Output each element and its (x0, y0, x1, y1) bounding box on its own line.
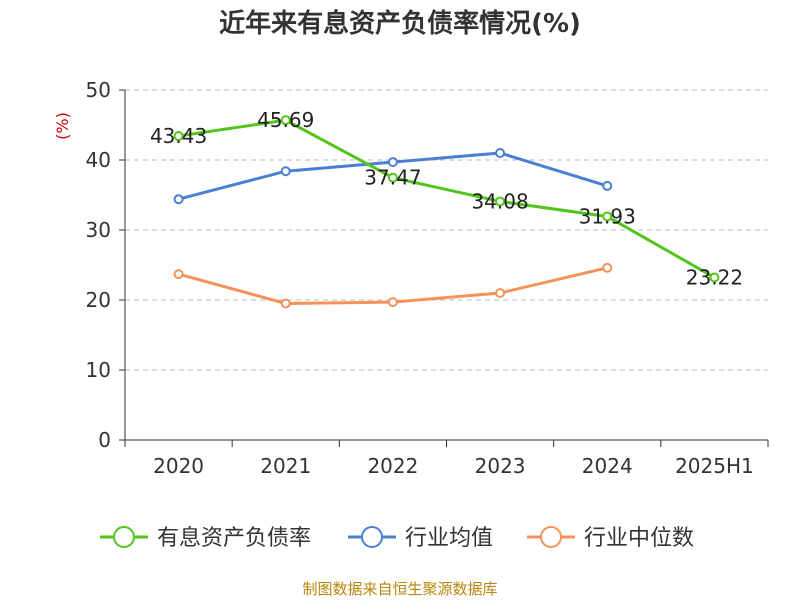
legend-label: 行业中位数 (584, 526, 694, 551)
data-point (709, 272, 720, 283)
data-point (280, 166, 291, 177)
legend: 有息资产负债率 行业均值 行业中位数 (100, 526, 694, 551)
data-point (387, 297, 398, 308)
data-point (173, 269, 184, 280)
data-label: 45.69 (257, 108, 314, 132)
y-tick-label: 0 (98, 428, 111, 452)
source-note: 制图数据来自恒生聚源数据库 (302, 580, 497, 598)
legend-label: 有息资产负债率 (157, 526, 311, 551)
data-point (602, 180, 613, 191)
y-tick-label: 40 (86, 148, 111, 172)
data-label: 34.08 (471, 189, 528, 213)
legend-marker (113, 526, 135, 548)
data-point (280, 298, 291, 309)
legend-marker (540, 526, 562, 548)
x-tick-label: 2024 (582, 454, 633, 478)
x-tick-label: 2020 (153, 454, 204, 478)
data-point (173, 130, 184, 141)
x-tick-label: 2022 (367, 454, 418, 478)
data-point (602, 262, 613, 273)
y-tick-label: 10 (86, 358, 111, 382)
data-point (495, 148, 506, 158)
y-tick-label: 20 (86, 288, 111, 312)
data-label: 43.43 (150, 124, 207, 148)
grid-lines (125, 89, 768, 371)
data-point (173, 194, 184, 205)
x-tick-label: 2023 (475, 454, 526, 478)
data-point (602, 211, 613, 222)
data-point (387, 157, 398, 168)
x-tick-label: 2021 (260, 454, 311, 478)
data-label: 31.93 (579, 204, 636, 228)
axes: 0 10 20 30 40 50 2020 2021 2022 2023 2024 2025H1 (86, 78, 769, 478)
x-tick-label: 2025H1 (675, 454, 754, 478)
legend-marker (361, 526, 383, 548)
data-point (495, 288, 506, 298)
data-labels: 43.43 45.69 37.47 34.08 31.93 23.22 (150, 108, 743, 289)
data-label: 23.22 (686, 265, 743, 289)
series-layer (173, 115, 720, 309)
data-point (387, 172, 398, 183)
data-point (495, 196, 506, 207)
series-line-0 (178, 118, 716, 279)
data-point (280, 115, 291, 126)
legend-label: 行业均值 (405, 526, 493, 551)
y-tick-label: 50 (86, 78, 111, 102)
data-label: 37.47 (364, 166, 421, 190)
y-tick-label: 30 (86, 218, 111, 242)
chart-title: 近年来有息资产负债率情况(%) (219, 8, 581, 39)
y-axis-unit: (%) (53, 112, 72, 140)
